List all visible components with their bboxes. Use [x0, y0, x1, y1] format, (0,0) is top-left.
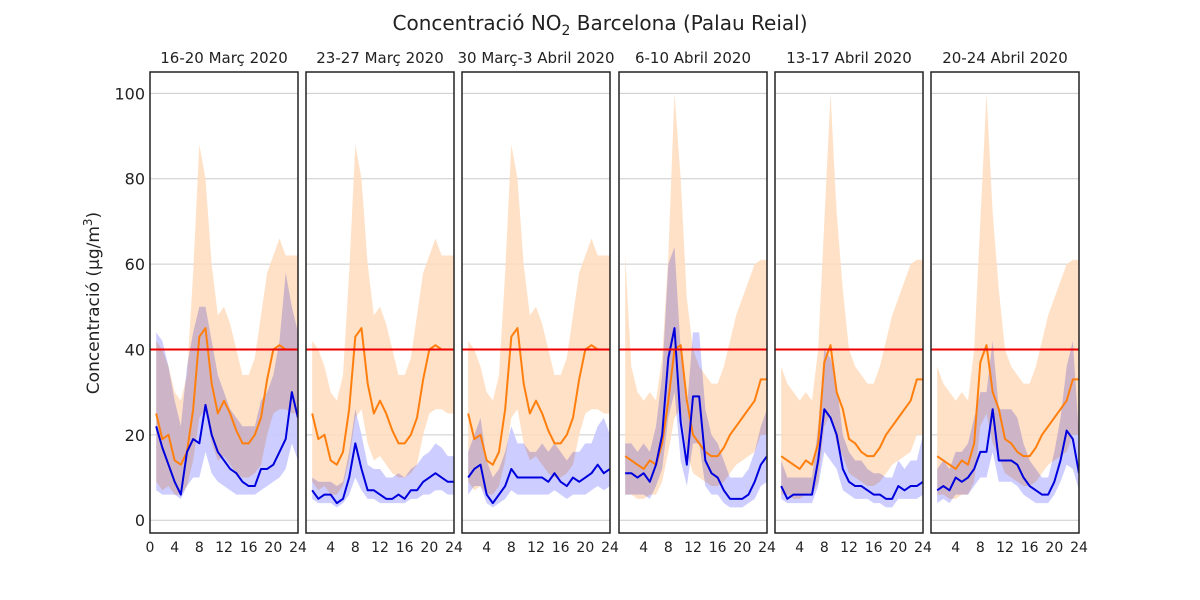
x-tick-label: 4 [482, 540, 491, 556]
y-axis-label: Concentració (µg/m3) [81, 212, 104, 394]
x-tick-label: 24 [289, 540, 307, 556]
current-range-band [937, 340, 1079, 504]
current-mean-line [311, 442, 454, 505]
y-axis-label-main: Concentració (µg/m [84, 226, 104, 394]
x-tick-label: 8 [820, 540, 829, 556]
x-tick-label: 24 [1070, 540, 1088, 556]
x-tick-label: 4 [951, 540, 960, 556]
panel-frame [149, 71, 299, 534]
panel-title: 30 Març-3 Abril 2020 [457, 49, 614, 67]
x-tick-label: 8 [976, 540, 985, 556]
y-tick-label: 20 [125, 426, 145, 445]
x-tick-label: 24 [445, 540, 463, 556]
y-axis-label-superscript: 3 [81, 218, 95, 226]
x-tick-label: 0 [146, 540, 155, 556]
panel-3: 30 Març-3 Abril 2020 4 8 12 16 20 24 [457, 49, 619, 556]
y-axis-label-end: ) [84, 212, 104, 219]
x-tick-label: 8 [507, 540, 516, 556]
x-tick-label: 16 [396, 540, 414, 556]
historic-mean-line [780, 344, 923, 470]
x-tick-label: 8 [664, 540, 673, 556]
x-tick-label: 24 [758, 540, 776, 556]
x-tick-label: 20 [1045, 540, 1063, 556]
x-tick-label: 4 [170, 540, 179, 556]
x-tick-label: 4 [795, 540, 804, 556]
x-tick-label: 8 [351, 540, 360, 556]
plot-area [306, 144, 454, 508]
panel-title: 20-24 Abril 2020 [942, 49, 1068, 67]
panel-title: 16-20 Març 2020 [160, 49, 288, 67]
panel-frame [618, 71, 768, 534]
y-tick-label: 0 [135, 511, 145, 530]
current-mean-line [155, 391, 298, 496]
x-tick-label: 20 [733, 540, 751, 556]
plot-area [931, 93, 1079, 504]
x-tick-label: 20 [889, 540, 907, 556]
x-tick-label: 8 [195, 540, 204, 556]
historic-mean-line [936, 344, 1079, 470]
panel-frame [774, 71, 924, 534]
x-tick-label: 12 [996, 540, 1014, 556]
x-tick-label: 12 [527, 540, 545, 556]
historic-range-band [781, 93, 923, 499]
y-tick-label: 40 [125, 340, 145, 359]
chart-title-rest: Barcelona (Palau Reial) [570, 11, 807, 35]
current-band-group [468, 417, 610, 508]
panel-frame [461, 71, 611, 534]
x-tick-label: 12 [684, 540, 702, 556]
x-tick-label: 4 [639, 540, 648, 556]
y-tick-label: 60 [125, 255, 145, 274]
historic-mean-line [624, 344, 767, 470]
x-tick-label: 16 [240, 540, 258, 556]
panel-title: 6-10 Abril 2020 [635, 49, 751, 67]
panel-2: 23-27 Març 2020 4 8 12 16 20 24 [305, 49, 463, 556]
panel-frame [930, 71, 1080, 534]
x-tick-label: 20 [264, 540, 282, 556]
current-mean-line [780, 408, 923, 500]
panel-title: 23-27 Març 2020 [316, 49, 444, 67]
current-mean-line [467, 463, 610, 505]
historic-range-band [937, 93, 1079, 499]
plot-area [775, 93, 923, 508]
chart-title-main: Concentració NO [393, 11, 562, 35]
historic-range-band [312, 144, 454, 495]
x-tick-label: 16 [552, 540, 570, 556]
x-tick-label: 24 [601, 540, 619, 556]
chart-title-subscript: 2 [562, 23, 571, 39]
x-tick-label: 16 [709, 540, 727, 556]
panel-6: 20-24 Abril 2020 4 8 12 16 20 24 [930, 49, 1088, 556]
x-tick-label: 12 [215, 540, 233, 556]
x-tick-label: 12 [371, 540, 389, 556]
panel-5: 13-17 Abril 2020 4 8 12 16 20 24 [774, 49, 932, 556]
x-tick-label: 12 [840, 540, 858, 556]
current-mean-line [625, 327, 767, 500]
current-range-band [468, 417, 610, 508]
y-tick-label: 80 [125, 170, 145, 189]
x-tick-label: 16 [1021, 540, 1039, 556]
x-tick-label: 24 [914, 540, 932, 556]
historic-range-band [468, 144, 610, 495]
current-band-group [937, 340, 1079, 504]
plot-area [462, 144, 610, 508]
panel-4: 6-10 Abril 2020 4 8 12 16 20 24 [618, 49, 776, 556]
x-tick-label: 16 [865, 540, 883, 556]
panel-frame [305, 71, 455, 534]
current-mean-line [936, 408, 1079, 496]
x-tick-label: 20 [420, 540, 438, 556]
chart-title: Concentració NO2 Barcelona (Palau Reial) [393, 11, 808, 39]
plot-area [150, 144, 298, 499]
panel-title: 13-17 Abril 2020 [786, 49, 912, 67]
x-tick-label: 4 [326, 540, 335, 556]
plot-area [619, 93, 767, 508]
x-tick-label: 20 [576, 540, 594, 556]
y-tick-label: 100 [114, 84, 145, 103]
